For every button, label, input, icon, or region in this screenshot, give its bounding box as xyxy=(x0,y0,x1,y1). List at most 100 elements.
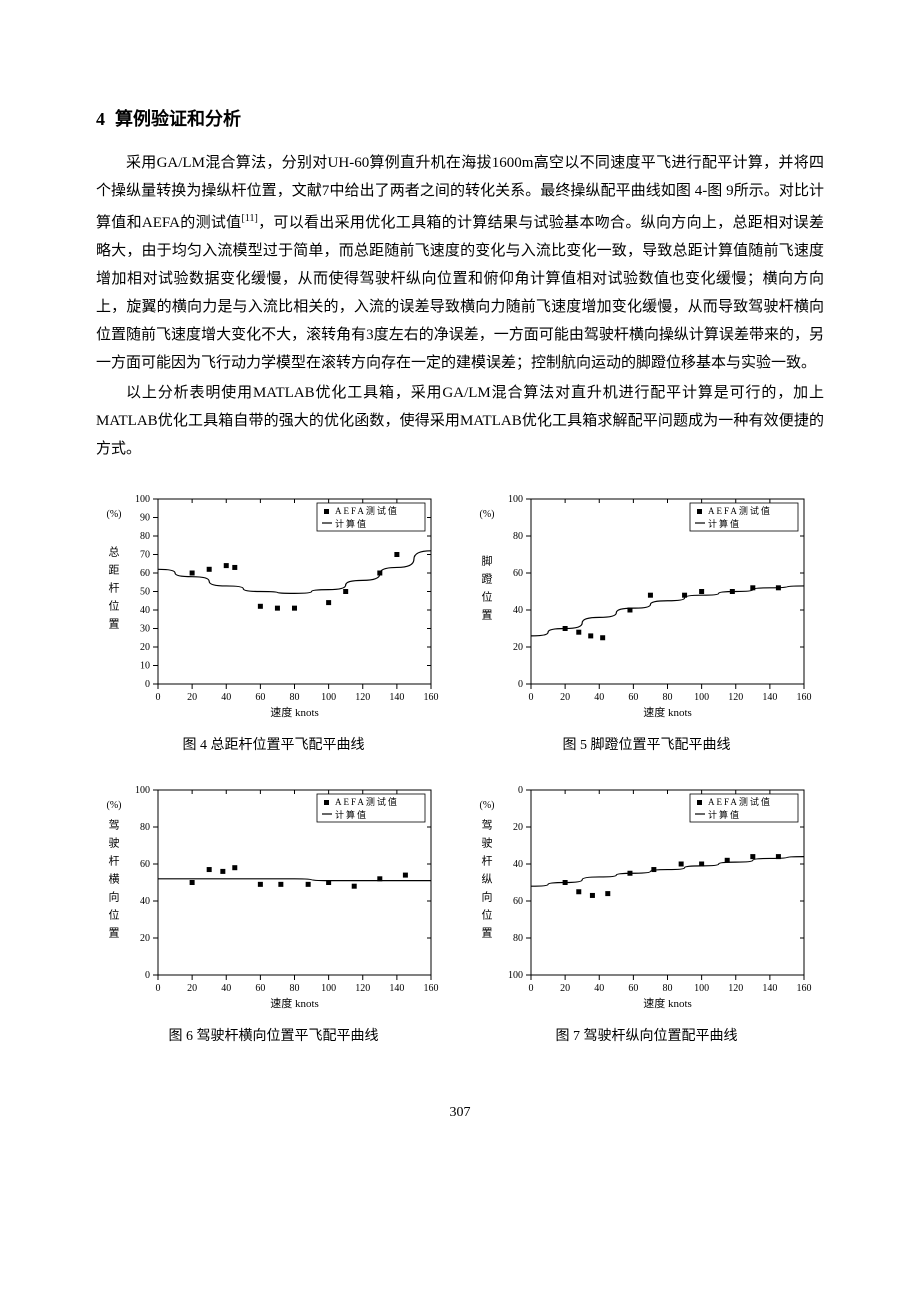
svg-text:80: 80 xyxy=(140,822,150,833)
svg-text:0: 0 xyxy=(518,679,523,690)
svg-text:80: 80 xyxy=(513,531,523,542)
svg-text:100: 100 xyxy=(321,983,336,994)
chart-fig7: 020406080100120140160020406080100速度 knot… xyxy=(469,778,824,1013)
svg-text:位: 位 xyxy=(109,908,120,922)
caption-fig7: 图 7 驾驶杆纵向位置配平曲线 xyxy=(469,1025,824,1045)
svg-text:距: 距 xyxy=(109,564,120,577)
svg-text:40: 40 xyxy=(140,605,150,616)
svg-text:速度 knots: 速度 knots xyxy=(270,996,319,1010)
svg-text:计算值: 计算值 xyxy=(708,809,741,820)
svg-text:0: 0 xyxy=(156,983,161,994)
svg-text:140: 140 xyxy=(389,983,404,994)
svg-text:杆: 杆 xyxy=(482,854,493,868)
svg-text:80: 80 xyxy=(663,983,673,994)
svg-text:AEFA测试值: AEFA测试值 xyxy=(335,796,399,807)
svg-text:80: 80 xyxy=(140,531,150,542)
svg-text:60: 60 xyxy=(513,896,523,907)
svg-text:杆: 杆 xyxy=(109,581,120,595)
svg-text:AEFA测试值: AEFA测试值 xyxy=(708,796,772,807)
svg-text:20: 20 xyxy=(560,983,570,994)
svg-text:(%): (%) xyxy=(480,509,495,520)
svg-text:0: 0 xyxy=(518,785,523,796)
svg-text:120: 120 xyxy=(728,692,743,703)
svg-text:位: 位 xyxy=(482,908,493,922)
svg-text:100: 100 xyxy=(694,692,709,703)
svg-text:0: 0 xyxy=(156,692,161,703)
svg-text:置: 置 xyxy=(482,609,493,622)
svg-text:100: 100 xyxy=(508,494,523,505)
charts-row-2: 020406080100120140160020406080100速度 knot… xyxy=(96,778,824,1045)
svg-text:120: 120 xyxy=(355,692,370,703)
svg-text:140: 140 xyxy=(389,692,404,703)
svg-text:驾: 驾 xyxy=(482,819,493,832)
svg-text:速度 knots: 速度 knots xyxy=(643,996,692,1010)
svg-text:160: 160 xyxy=(424,983,439,994)
svg-text:100: 100 xyxy=(694,983,709,994)
paragraph-1: 采用GA/LM混合算法，分别对UH-60算例直升机在海拔1600m高空以不同速度… xyxy=(96,149,824,377)
section-title: 算例验证和分析 xyxy=(115,109,241,129)
page-number: 307 xyxy=(96,1105,824,1121)
chart-fig6: 020406080100120140160020406080100速度 knot… xyxy=(96,778,451,1013)
svg-text:100: 100 xyxy=(508,970,523,981)
svg-text:40: 40 xyxy=(594,983,604,994)
svg-text:100: 100 xyxy=(321,692,336,703)
svg-text:20: 20 xyxy=(513,822,523,833)
svg-text:160: 160 xyxy=(797,983,812,994)
svg-text:20: 20 xyxy=(187,983,197,994)
caption-fig6: 图 6 驾驶杆横向位置平飞配平曲线 xyxy=(96,1025,451,1045)
svg-text:100: 100 xyxy=(135,494,150,505)
svg-text:计算值: 计算值 xyxy=(335,809,368,820)
charts-row-1: 0204060801001201401600102030405060708090… xyxy=(96,487,824,754)
svg-text:60: 60 xyxy=(513,568,523,579)
chart-fig5: 020406080100120140160020406080100速度 knot… xyxy=(469,487,824,722)
section-heading: 4 算例验证和分析 xyxy=(96,105,824,131)
svg-text:位: 位 xyxy=(109,599,120,613)
chart-cell-fig5: 020406080100120140160020406080100速度 knot… xyxy=(469,487,824,754)
svg-text:总: 总 xyxy=(109,545,120,559)
svg-text:计算值: 计算值 xyxy=(708,518,741,529)
svg-text:160: 160 xyxy=(797,692,812,703)
svg-text:40: 40 xyxy=(594,692,604,703)
svg-text:蹬: 蹬 xyxy=(482,573,493,586)
svg-text:速度 knots: 速度 knots xyxy=(643,705,692,719)
svg-text:(%): (%) xyxy=(107,800,122,811)
svg-text:70: 70 xyxy=(140,550,150,561)
svg-text:90: 90 xyxy=(140,513,150,524)
svg-text:20: 20 xyxy=(140,642,150,653)
svg-text:AEFA测试值: AEFA测试值 xyxy=(335,505,399,516)
svg-text:20: 20 xyxy=(560,692,570,703)
chart-cell-fig7: 020406080100120140160020406080100速度 knot… xyxy=(469,778,824,1045)
svg-text:纵: 纵 xyxy=(482,873,493,886)
svg-text:AEFA测试值: AEFA测试值 xyxy=(708,505,772,516)
paragraph-2: 以上分析表明使用MATLAB优化工具箱，采用GA/LM混合算法对直升机进行配平计… xyxy=(96,379,824,463)
svg-text:(%): (%) xyxy=(480,800,495,811)
svg-text:120: 120 xyxy=(355,983,370,994)
svg-text:置: 置 xyxy=(109,927,120,940)
caption-fig5: 图 5 脚蹬位置平飞配平曲线 xyxy=(469,734,824,754)
chart-cell-fig6: 020406080100120140160020406080100速度 knot… xyxy=(96,778,451,1045)
svg-text:置: 置 xyxy=(482,927,493,940)
chart-fig4: 0204060801001201401600102030405060708090… xyxy=(96,487,451,722)
svg-text:120: 120 xyxy=(728,983,743,994)
svg-text:160: 160 xyxy=(424,692,439,703)
svg-text:60: 60 xyxy=(255,983,265,994)
svg-text:10: 10 xyxy=(140,661,150,672)
svg-text:(%): (%) xyxy=(107,509,122,520)
svg-text:向: 向 xyxy=(109,890,120,904)
svg-text:置: 置 xyxy=(109,618,120,631)
svg-text:140: 140 xyxy=(762,692,777,703)
chart-cell-fig4: 0204060801001201401600102030405060708090… xyxy=(96,487,451,754)
svg-text:30: 30 xyxy=(140,624,150,635)
svg-text:计算值: 计算值 xyxy=(335,518,368,529)
svg-text:60: 60 xyxy=(140,859,150,870)
svg-text:60: 60 xyxy=(140,568,150,579)
svg-text:80: 80 xyxy=(513,933,523,944)
section-number: 4 xyxy=(96,109,105,129)
caption-fig4: 图 4 总距杆位置平飞配平曲线 xyxy=(96,734,451,754)
svg-text:60: 60 xyxy=(628,983,638,994)
svg-text:位: 位 xyxy=(482,590,493,604)
svg-text:80: 80 xyxy=(290,692,300,703)
svg-text:0: 0 xyxy=(529,983,534,994)
svg-text:横: 横 xyxy=(109,872,120,886)
svg-text:60: 60 xyxy=(255,692,265,703)
